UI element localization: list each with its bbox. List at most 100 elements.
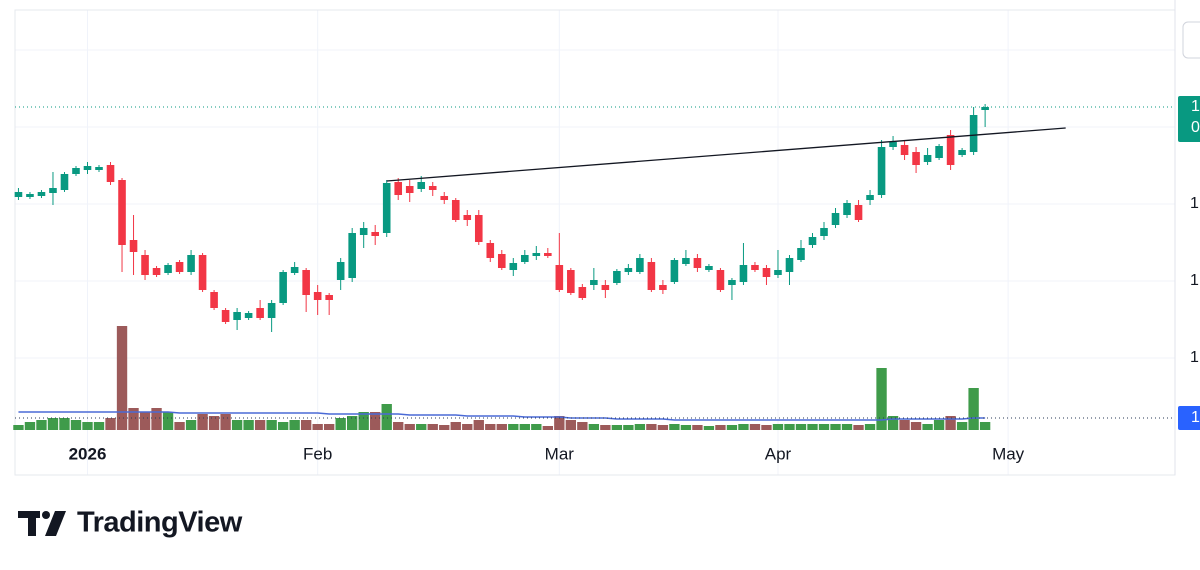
candle-body — [544, 253, 552, 256]
volume-bar — [36, 420, 47, 430]
candle-body — [486, 243, 495, 258]
last-price-label: 0 — [1191, 119, 1200, 136]
candle-body — [256, 308, 264, 318]
candle-body — [613, 271, 621, 283]
candle-body — [797, 248, 805, 260]
candle-body — [958, 150, 966, 155]
x-tick-label: Feb — [303, 444, 332, 463]
volume-bar — [393, 422, 404, 430]
volume-bar — [565, 420, 577, 430]
candle-body — [175, 262, 184, 272]
volume-bar — [174, 422, 185, 430]
volume-bar — [347, 416, 358, 430]
candle-body — [912, 152, 920, 165]
volume-bar — [542, 426, 553, 430]
trend-line — [386, 127, 1066, 182]
candles — [14, 104, 989, 332]
volume-ma-line — [18, 411, 986, 421]
volume-bar — [358, 412, 369, 430]
volume-bar — [116, 326, 128, 430]
candle-body — [302, 270, 310, 295]
volume-bar — [162, 412, 174, 430]
x-tick-label: 2026 — [69, 444, 107, 463]
candle-body — [854, 205, 863, 220]
candle-body — [935, 146, 943, 158]
volume-bar — [485, 424, 496, 430]
overlay: 1 0 1 — [15, 96, 1200, 430]
volume-bar — [185, 420, 197, 430]
candle-body — [210, 292, 218, 308]
volume-bar — [82, 422, 93, 430]
volume-bar — [761, 425, 772, 430]
y-tick-label: 1 — [1190, 349, 1199, 366]
candle-body — [95, 167, 103, 170]
candle-body — [26, 194, 34, 197]
volume-bar — [473, 420, 484, 430]
candle-body — [751, 265, 759, 270]
volume-bar — [956, 422, 968, 430]
volume-bar — [588, 424, 600, 430]
candle-body — [233, 312, 241, 320]
volume-bar — [231, 420, 243, 430]
volume-bar — [738, 424, 749, 430]
volume-bar — [416, 424, 427, 430]
candle-body — [774, 270, 782, 275]
candle-body — [877, 147, 886, 195]
candle-body — [820, 228, 828, 236]
candle-body — [866, 195, 874, 200]
volume-bar — [450, 422, 461, 430]
last-price-box — [1178, 96, 1200, 142]
volume-bar — [749, 424, 761, 430]
volume-bar — [24, 422, 36, 430]
candle-body — [659, 285, 667, 290]
volume-bar — [335, 418, 346, 430]
candle-body — [428, 186, 437, 190]
volume-bar — [853, 425, 864, 430]
volume-bar — [496, 424, 507, 430]
candle-body — [106, 165, 115, 182]
candle-body — [946, 135, 955, 165]
volume-bar — [13, 425, 24, 430]
volume-bar — [47, 418, 59, 430]
volume-bar — [404, 424, 415, 430]
volume-bar — [370, 412, 381, 430]
volume-bar — [692, 425, 703, 430]
candle-body — [463, 215, 472, 220]
volume-bar — [611, 425, 623, 430]
volume-pane — [13, 326, 991, 430]
last-volume-label: 1 — [1191, 409, 1200, 426]
scale-button[interactable] — [1182, 21, 1200, 59]
candle-body — [336, 262, 345, 280]
y-tick-label: 1 — [1190, 272, 1199, 289]
candle-body — [900, 145, 909, 155]
candle-body — [348, 233, 356, 278]
logo: TradingView — [18, 507, 243, 539]
volume-bar — [703, 426, 715, 430]
volume-bar — [680, 425, 692, 430]
candle-body — [141, 255, 149, 275]
candle-body — [567, 270, 575, 293]
volume-bar — [715, 425, 726, 430]
candle-body — [152, 268, 161, 275]
volume-bar — [439, 425, 450, 430]
logo-icon — [28, 511, 36, 536]
volume-bar — [910, 422, 922, 430]
volume-bar — [772, 424, 784, 430]
candle-body — [521, 255, 529, 262]
candle-body — [267, 303, 276, 318]
logo-icon — [45, 511, 66, 536]
candle-body — [555, 265, 564, 290]
candle-body — [601, 285, 610, 290]
candle-body — [118, 180, 126, 245]
volume-bar — [726, 425, 738, 430]
volume-bar — [864, 424, 876, 430]
candle-body — [590, 280, 598, 285]
volume-bar — [323, 424, 335, 430]
candle-body — [394, 182, 403, 195]
candle-body — [49, 188, 57, 193]
x-tick-label: Apr — [765, 444, 792, 463]
volume-bar — [830, 424, 841, 430]
grid — [15, 10, 1175, 475]
y-tick-label: 1 — [1190, 195, 1199, 212]
